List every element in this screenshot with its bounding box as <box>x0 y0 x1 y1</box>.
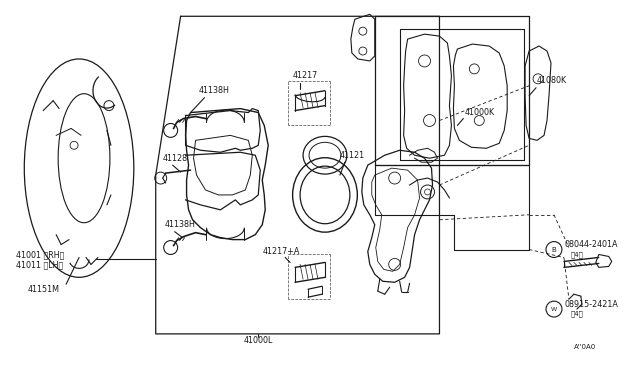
Text: 41011 〈LH〉: 41011 〈LH〉 <box>17 260 63 269</box>
Text: 41000L: 41000L <box>244 336 273 345</box>
Text: A''0A0: A''0A0 <box>574 344 596 350</box>
Text: 41001 〈RH〉: 41001 〈RH〉 <box>17 250 65 259</box>
Text: 41121: 41121 <box>340 151 365 160</box>
Text: 41217+A: 41217+A <box>262 247 300 256</box>
Text: 41151M: 41151M <box>28 285 60 294</box>
Text: 08044-2401A: 08044-2401A <box>565 240 618 249</box>
Text: 〈4〉: 〈4〉 <box>571 311 584 317</box>
Text: 41217: 41217 <box>293 71 318 80</box>
Text: B: B <box>552 247 556 253</box>
Text: 08915-2421A: 08915-2421A <box>565 299 619 309</box>
Text: 41128: 41128 <box>163 154 188 163</box>
Text: 41000K: 41000K <box>465 108 495 117</box>
Text: 〈4〉: 〈4〉 <box>571 251 584 258</box>
Text: 41138H: 41138H <box>164 220 196 229</box>
Text: 41080K: 41080K <box>537 76 567 85</box>
Text: 41138H: 41138H <box>198 86 229 95</box>
Text: W: W <box>551 307 557 312</box>
